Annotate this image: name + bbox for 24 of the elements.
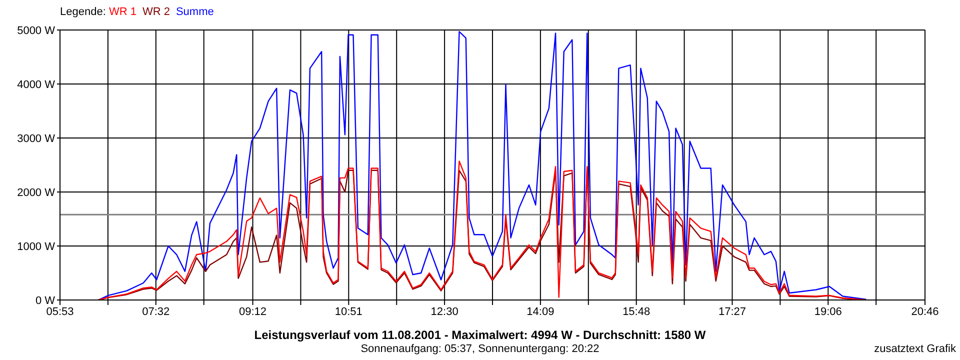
x-tick-label: 07:32: [142, 306, 170, 318]
text: Sonnenaufgang: 05:37, Sonnenuntergang: 20:22: [360, 343, 600, 355]
x-tick-label: 12:30: [430, 306, 458, 318]
y-tick-label: 1000 W: [17, 240, 56, 253]
text: Summe: [176, 6, 214, 18]
y-tick-label: 0 W: [35, 294, 56, 307]
text: zusatztext Grafik: [874, 343, 956, 355]
legend-title: Legende:: [60, 6, 107, 18]
x-tick-label: 10:51: [334, 306, 362, 318]
x-tick-label: 20:46: [911, 306, 939, 318]
text: Leistungsverlauf vom 11.08.2001 - Maximalwert: 4994 W - Durchschnitt: 1580 W: [253, 328, 707, 342]
y-tick-label: 3000 W: [17, 132, 56, 145]
y-tick-label: 4000 W: [17, 78, 56, 91]
x-tick-label: 09:12: [238, 306, 267, 318]
x-tick-label: 14:09: [526, 306, 554, 318]
text: WR 2: [142, 6, 170, 18]
text: WR 1: [108, 6, 136, 18]
y-tick-label: 2000 W: [17, 186, 56, 199]
x-tick-label: 15:48: [622, 306, 650, 318]
line-series: [98, 31, 867, 300]
y-tick-label: 5000 W: [17, 24, 56, 37]
x-tick-label: 19:06: [814, 306, 842, 318]
x-tick-label: 17:27: [718, 306, 746, 318]
x-tick-label: 05:53: [46, 306, 74, 318]
